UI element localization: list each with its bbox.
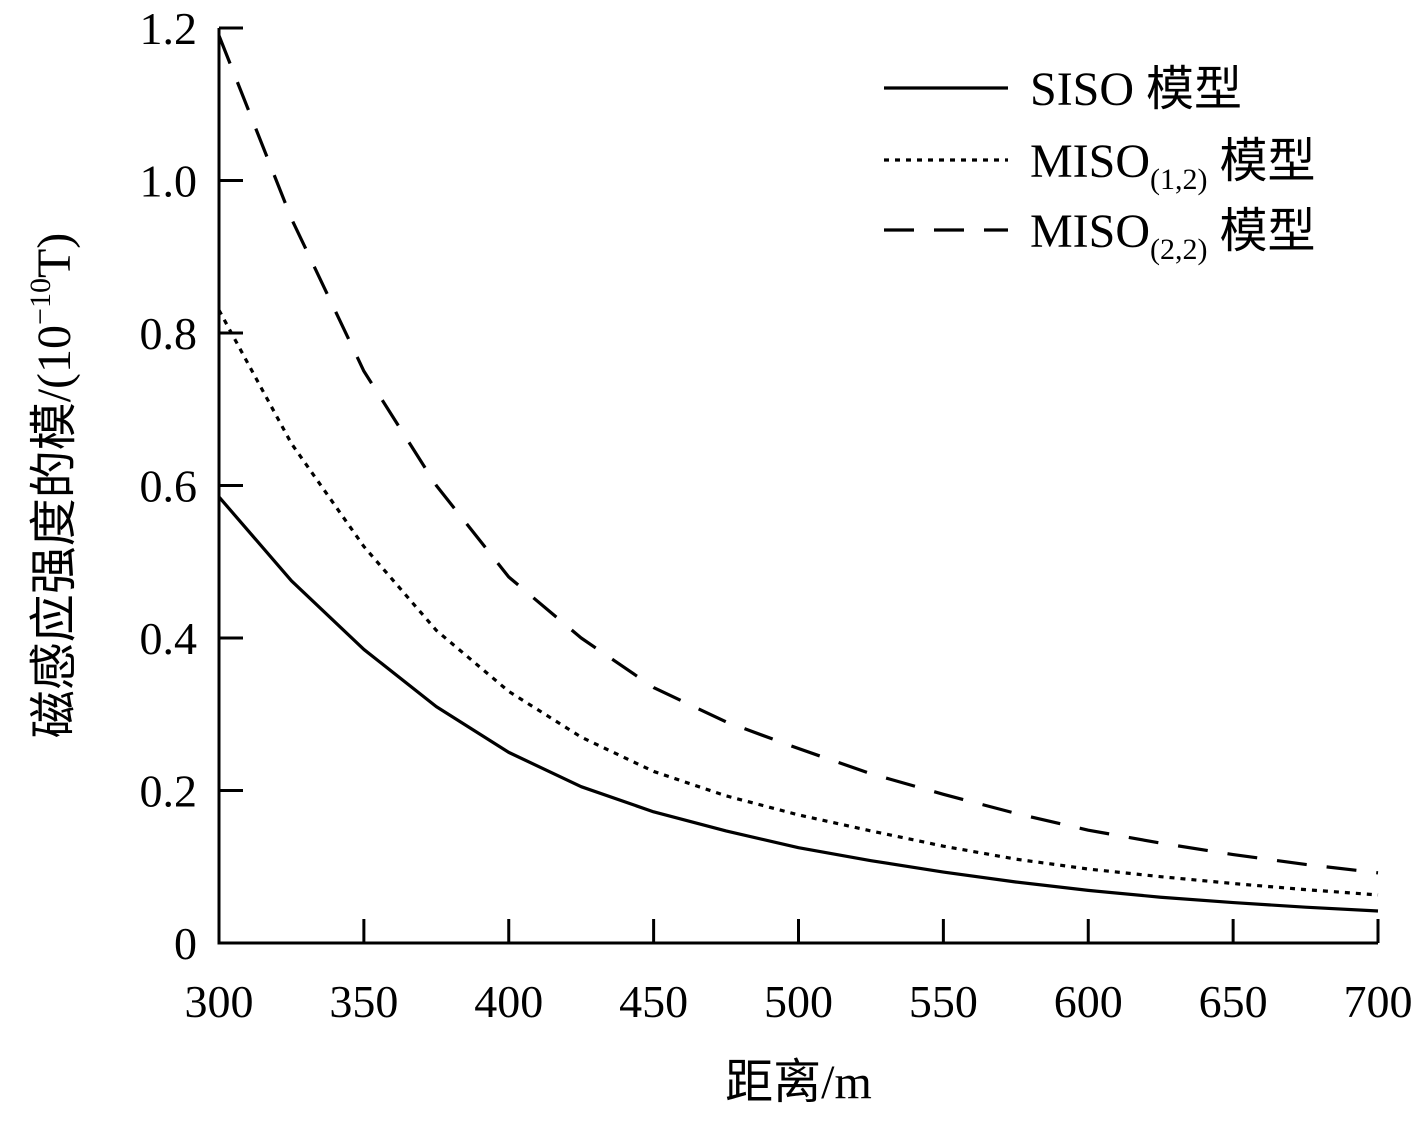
y-axis-ticks: 0 0.2 0.4 0.6 0.8 1.0 1.2 bbox=[140, 3, 243, 969]
series-line-2 bbox=[217, 309, 1379, 897]
legend-series-suffix: 模型 bbox=[1208, 205, 1316, 258]
legend-series-name: SISO bbox=[1030, 63, 1134, 116]
legend-label-1: SISO 模型 bbox=[1030, 63, 1242, 116]
y-tick-label: 1.2 bbox=[140, 3, 198, 54]
x-tick-label: 400 bbox=[474, 976, 543, 1027]
legend-label-3: MISO(2,2) 模型 bbox=[1030, 205, 1316, 266]
x-axis-label: 距离/m bbox=[725, 1056, 872, 1109]
series-line-1 bbox=[217, 495, 1379, 913]
legend-series-subscript: (2,2) bbox=[1150, 233, 1207, 266]
y-tick-label: 0 bbox=[174, 918, 197, 969]
x-axis-ticks: 300 350 400 450 500 550 600 650 700 bbox=[185, 919, 1413, 1027]
legend-series-name: MISO bbox=[1030, 135, 1150, 188]
legend-series-name: MISO bbox=[1030, 205, 1150, 258]
x-tick-label: 600 bbox=[1054, 976, 1123, 1027]
y-tick-label: 0.8 bbox=[140, 308, 198, 359]
y-axis-label-exponent: −10 bbox=[24, 278, 57, 325]
legend-label-2: MISO(1,2) 模型 bbox=[1030, 135, 1316, 196]
y-tick-label: 0.6 bbox=[140, 461, 198, 512]
legend-series-suffix: 模型 bbox=[1208, 135, 1316, 188]
x-tick-label: 650 bbox=[1199, 976, 1268, 1027]
series-layer bbox=[217, 35, 1379, 913]
x-tick-label: 700 bbox=[1344, 976, 1413, 1027]
x-tick-label: 300 bbox=[185, 976, 254, 1027]
y-tick-label: 0.4 bbox=[140, 613, 198, 664]
y-axis-label-prefix: 磁感应强度的模/(10 bbox=[28, 325, 81, 738]
legend-series-subscript: (1,2) bbox=[1150, 163, 1207, 196]
y-axis-label-suffix: T) bbox=[28, 233, 81, 278]
series-line-3 bbox=[217, 35, 1379, 875]
y-tick-label: 0.2 bbox=[140, 766, 198, 817]
legend-series-suffix: 模型 bbox=[1134, 63, 1242, 116]
x-tick-label: 350 bbox=[329, 976, 398, 1027]
x-tick-label: 450 bbox=[619, 976, 688, 1027]
y-tick-label: 1.0 bbox=[140, 156, 198, 207]
y-axis-label: 磁感应强度的模/(10−10T) bbox=[24, 233, 81, 739]
x-tick-label: 550 bbox=[909, 976, 978, 1027]
x-tick-label: 500 bbox=[764, 976, 833, 1027]
